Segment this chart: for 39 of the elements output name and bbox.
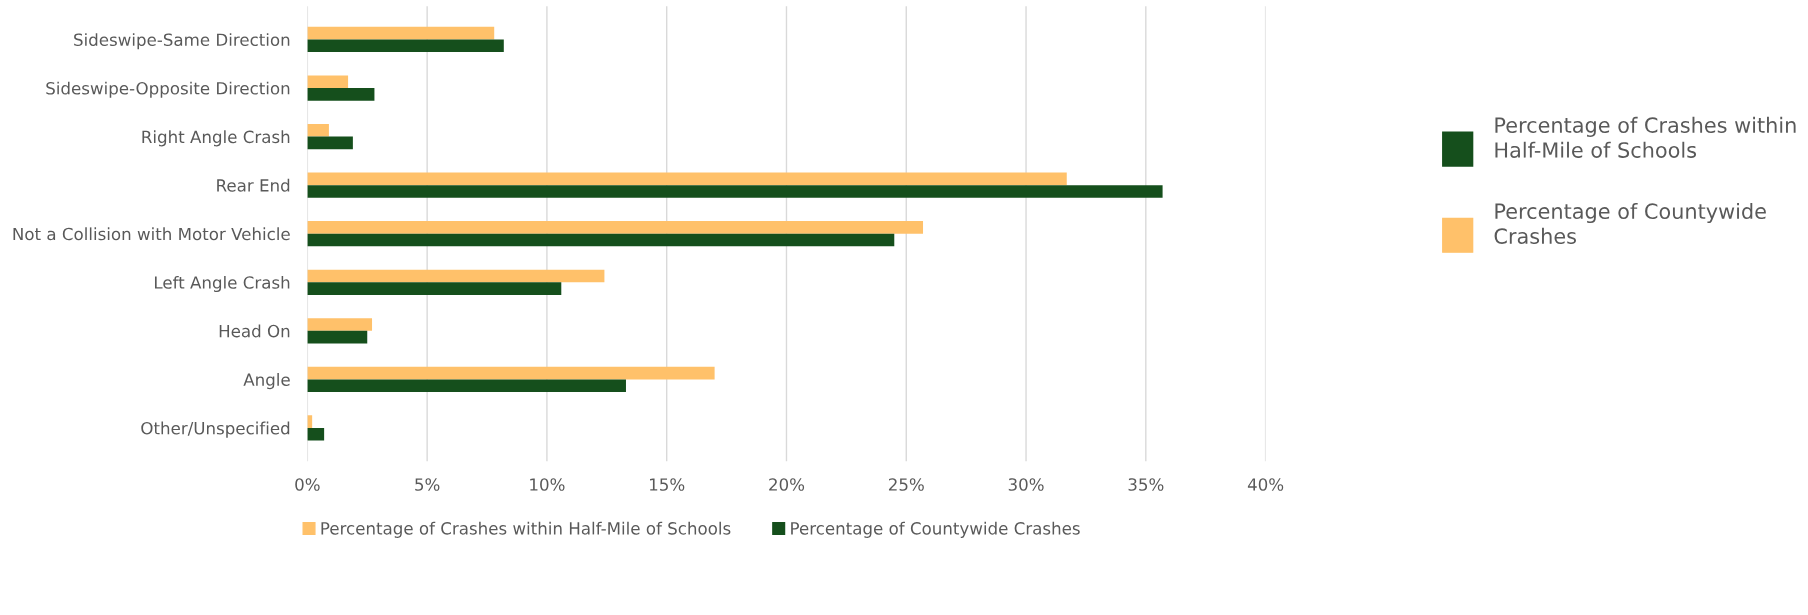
y-tick-label: Head On (219, 324, 290, 338)
bar (307, 233, 895, 247)
bar (307, 427, 325, 441)
bar (307, 39, 504, 53)
text: Percentage of Crashes within Half-Mile of Schools (1495, 116, 1796, 158)
bar (307, 26, 495, 40)
x-tick-label: 30% (1008, 478, 1044, 491)
text: Percentage of Countywide Crashes (1494, 202, 1766, 244)
x-tick-label: 15% (650, 478, 685, 491)
x-tick-label: 40% (1247, 478, 1284, 491)
bar (307, 123, 329, 137)
y-tick-label: Sideswipe-Opposite Direction (46, 81, 290, 98)
bar (307, 379, 626, 392)
y-tick-label: Right Angle Crash (142, 130, 290, 147)
legend-label: Percentage of Crashes within Half-Mile of Schools (321, 521, 731, 538)
bar (307, 185, 1163, 198)
bar (307, 366, 715, 380)
bar (307, 318, 373, 331)
bar (307, 75, 349, 89)
bar (307, 269, 605, 283)
bar (307, 330, 368, 344)
x-tick-label: 0% (295, 478, 320, 491)
y-tick-label: Not a Collision with Motor Vehicle (13, 227, 290, 241)
bar (307, 88, 375, 101)
y-tick-label: Sideswipe-Same Direction (74, 33, 290, 50)
x-tick-label: 20% (769, 478, 805, 491)
y-tick-label: Left Angle Crash (155, 275, 290, 293)
x-tick-label: 25% (888, 478, 924, 491)
bar (307, 172, 1067, 186)
x-tick-label: 10% (530, 478, 565, 491)
x-tick-label: 35% (1128, 478, 1164, 491)
x-tick-label: 5% (415, 478, 440, 491)
y-tick-label: Other/Unspecified (141, 421, 290, 438)
bar (307, 221, 924, 234)
bar (307, 282, 562, 295)
bar (307, 136, 353, 150)
legend-label: Percentage of Countywide Crashes (791, 521, 1080, 538)
y-tick-label: Rear End (217, 178, 290, 192)
y-tick-label: Angle (243, 373, 290, 390)
